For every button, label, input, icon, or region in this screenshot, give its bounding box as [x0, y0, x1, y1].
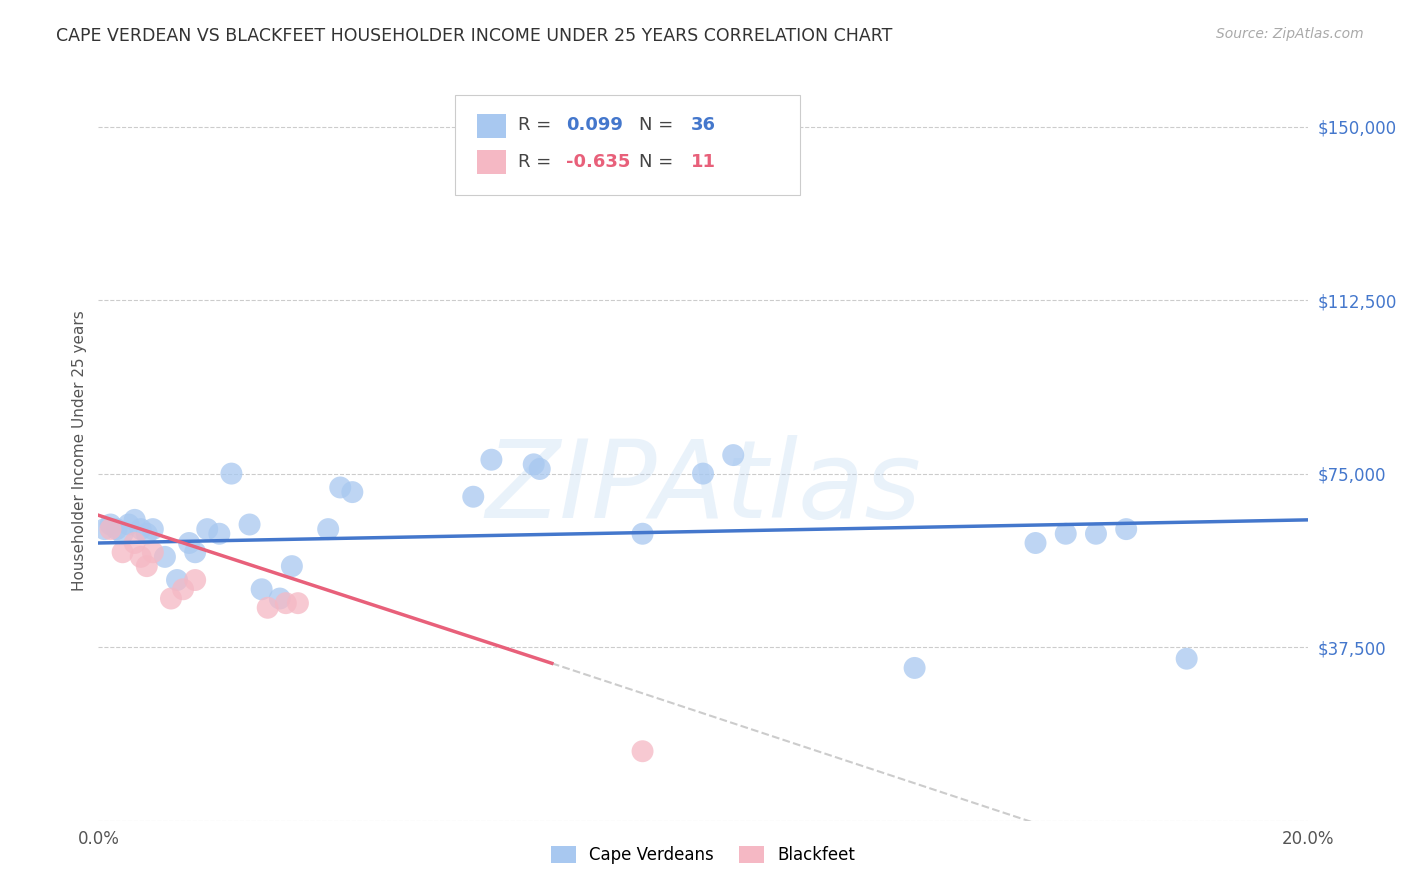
Point	[904, 661, 927, 675]
Point	[105, 522, 128, 536]
Point	[153, 549, 176, 564]
Text: ZIPAtlas: ZIPAtlas	[485, 435, 921, 540]
FancyBboxPatch shape	[477, 150, 506, 174]
Point	[692, 467, 714, 481]
Point	[129, 549, 152, 564]
Point	[274, 596, 297, 610]
Point	[269, 591, 291, 606]
Point	[160, 591, 183, 606]
Point	[631, 526, 654, 541]
Point	[172, 582, 194, 597]
Point	[124, 536, 146, 550]
Point	[111, 545, 134, 559]
Point	[184, 545, 207, 559]
Point	[631, 744, 654, 758]
Point	[221, 467, 243, 481]
Point	[118, 517, 141, 532]
Point	[281, 559, 304, 574]
Point	[100, 522, 122, 536]
Point	[111, 526, 134, 541]
Text: N =: N =	[638, 117, 679, 135]
Point	[135, 559, 157, 574]
Point	[129, 522, 152, 536]
Point	[256, 600, 278, 615]
Text: 36: 36	[690, 117, 716, 135]
Point	[1024, 536, 1046, 550]
Point	[179, 536, 201, 550]
Legend: Cape Verdeans, Blackfeet: Cape Verdeans, Blackfeet	[551, 846, 855, 864]
Point	[481, 452, 503, 467]
Text: CAPE VERDEAN VS BLACKFEET HOUSEHOLDER INCOME UNDER 25 YEARS CORRELATION CHART: CAPE VERDEAN VS BLACKFEET HOUSEHOLDER IN…	[56, 27, 893, 45]
Y-axis label: Householder Income Under 25 years: Householder Income Under 25 years	[72, 310, 87, 591]
FancyBboxPatch shape	[477, 113, 506, 138]
Point	[1115, 522, 1137, 536]
Point	[124, 513, 146, 527]
Point	[135, 526, 157, 541]
Point	[184, 573, 207, 587]
Point	[100, 517, 122, 532]
Point	[287, 596, 309, 610]
Point	[93, 522, 115, 536]
Point	[142, 545, 165, 559]
Text: 0.099: 0.099	[567, 117, 623, 135]
Text: R =: R =	[517, 153, 557, 170]
Point	[195, 522, 218, 536]
Text: -0.635: -0.635	[567, 153, 631, 170]
Point	[1085, 526, 1108, 541]
Text: 11: 11	[690, 153, 716, 170]
Text: N =: N =	[638, 153, 679, 170]
Point	[723, 448, 745, 462]
Point	[463, 490, 485, 504]
Point	[250, 582, 273, 597]
Point	[529, 462, 551, 476]
Point	[239, 517, 262, 532]
Text: R =: R =	[517, 117, 557, 135]
FancyBboxPatch shape	[456, 95, 800, 195]
Point	[208, 526, 231, 541]
Point	[166, 573, 188, 587]
Point	[1054, 526, 1077, 541]
Point	[342, 485, 364, 500]
Point	[329, 480, 352, 494]
Point	[523, 458, 546, 472]
Point	[142, 522, 165, 536]
Point	[316, 522, 339, 536]
Point	[1175, 651, 1198, 665]
Text: Source: ZipAtlas.com: Source: ZipAtlas.com	[1216, 27, 1364, 41]
